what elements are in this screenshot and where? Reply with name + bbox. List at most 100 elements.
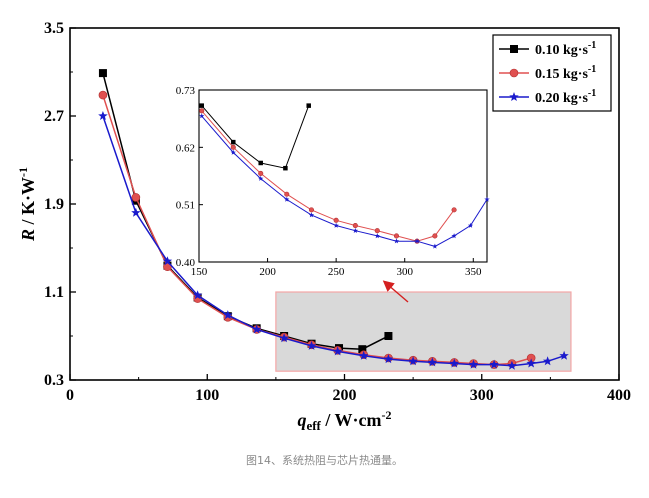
inset-data-point (199, 113, 205, 119)
inset-data-point (284, 191, 290, 197)
legend-entry-3: 0.20 kg·s-1 (499, 88, 596, 106)
data-point (542, 356, 553, 366)
inset-series-2 (199, 108, 457, 244)
inset-data-point (393, 233, 400, 239)
inset-series-1 (199, 103, 311, 171)
legend-entry-2: 0.15 kg·s-1 (499, 64, 596, 82)
x-tick-label: 200 (333, 387, 357, 404)
inset-y-tick-label: 0.62 (176, 142, 195, 154)
data-point (427, 357, 438, 367)
inset-y-tick-label: 0.40 (176, 257, 196, 269)
y-tick-label: 1.1 (44, 284, 64, 301)
x-tick-label: 100 (195, 387, 219, 404)
inset-data-point (352, 227, 358, 233)
legend-label-sup: -1 (588, 64, 596, 75)
y-tick-label: 1.9 (44, 196, 64, 213)
data-point (507, 360, 517, 370)
data-point (223, 310, 233, 320)
y-tick-label: 2.7 (44, 108, 64, 125)
inset-series-line (201, 115, 488, 247)
inset-data-point (258, 175, 264, 181)
inset-x-tick-label: 250 (328, 266, 345, 278)
y-tick-label: 3.5 (44, 20, 64, 37)
inset-data-point (258, 160, 263, 166)
inset-x-tick-label: 150 (191, 266, 208, 278)
main-plot: 0 100 200 300 400 0.3 1.1 1.9 2.7 3.5 (44, 20, 631, 404)
data-point (279, 333, 289, 343)
x-label-sub: eff (306, 418, 321, 433)
inset-data-point (432, 233, 438, 239)
data-point (192, 290, 203, 300)
data-point (559, 350, 569, 360)
inset-y-tick-label: 0.51 (176, 200, 195, 212)
inset-data-point (333, 222, 339, 228)
inset-data-point (199, 108, 205, 114)
inset-data-point (258, 170, 264, 176)
y-axis-label: R / K·W-1 (16, 167, 38, 242)
inset-data-point (374, 228, 380, 234)
y-label-rest: / K·W (18, 177, 38, 229)
inset-y-tick-label: 0.73 (176, 85, 196, 97)
data-point (358, 345, 367, 354)
inset-data-point (283, 165, 288, 171)
inset-data-point (230, 144, 236, 150)
inset-data-point (414, 238, 420, 244)
inset-data-point (393, 238, 400, 244)
highlight-region (275, 291, 572, 372)
inset-x-tick-label: 200 (259, 266, 276, 278)
legend-entry-1: 0.10 kg·s-1 (499, 40, 596, 58)
chart-figure: 0 100 200 300 400 0.3 1.1 1.9 2.7 3.5 150 200 250 30… (16, 20, 631, 433)
legend-label-sup: -1 (588, 40, 596, 51)
main-series (98, 69, 569, 370)
legend: 0.10 kg·s-1 0.15 kg·s-1 0.20 kg·s-1 (492, 34, 612, 112)
zoom-arrow (382, 280, 409, 303)
inset-data-point (451, 233, 457, 239)
data-point (306, 340, 317, 350)
data-point (384, 332, 393, 340)
series-3 (98, 111, 569, 370)
data-point (98, 90, 108, 100)
y-label-r: R (18, 229, 38, 242)
data-point (162, 256, 173, 266)
x-label-sup: -2 (382, 408, 392, 422)
x-label-rest: / W·cm (321, 410, 382, 430)
legend-label: 0.15 kg·s-1 (535, 64, 596, 82)
inset-series-line (201, 110, 455, 242)
inset-data-point (451, 207, 457, 213)
inset-data-point (352, 222, 358, 229)
inset-data-point (231, 139, 236, 145)
arrow-line (382, 280, 409, 303)
inset-data-point (306, 103, 311, 108)
data-point (251, 324, 262, 334)
inset-plot: 150 200 250 300 350 0.40 0.51 0.62 0.73 (176, 85, 490, 278)
legend-label: 0.20 kg·s-1 (535, 88, 596, 106)
inset-data-point (467, 222, 474, 228)
y-label-sup: -1 (16, 167, 30, 177)
data-point (98, 111, 108, 120)
data-point (489, 359, 499, 369)
data-point (131, 193, 141, 202)
legend-marker (509, 68, 519, 78)
x-label-q: q (297, 410, 306, 430)
x-tick-label: 400 (607, 387, 631, 404)
inset-series-3 (199, 113, 490, 249)
inset-data-point (308, 212, 315, 218)
data-point (131, 207, 141, 217)
inset-data-point (284, 196, 290, 202)
inset-x-tick-label: 350 (465, 266, 482, 278)
inset-axes-frame (198, 89, 488, 263)
data-point (98, 69, 107, 78)
series-line (102, 115, 565, 367)
highlight-rect (275, 291, 572, 372)
data-point (526, 358, 536, 368)
data-point (332, 346, 343, 356)
data-point (359, 350, 369, 360)
inset-data-point (333, 217, 339, 223)
legend-label-sup: -1 (588, 88, 596, 99)
data-point (449, 358, 459, 368)
legend-label: 0.10 kg·s-1 (535, 40, 596, 58)
x-tick-label: 300 (470, 387, 494, 404)
data-point (408, 356, 418, 366)
figure-caption: 图14、系统热阻与芯片热通量。 (246, 454, 403, 467)
inset-data-point (484, 196, 490, 202)
